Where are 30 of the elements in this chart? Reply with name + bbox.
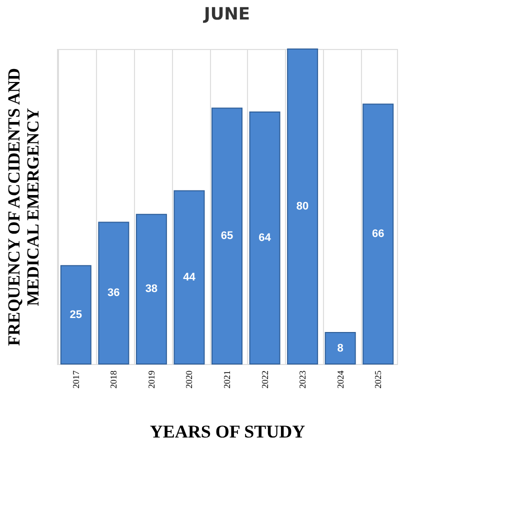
- x-tick-label: 2025: [373, 370, 384, 388]
- bar: [324, 332, 356, 364]
- bar: [98, 222, 130, 364]
- x-tick-label: 2017: [70, 370, 81, 388]
- x-tick-label: 2021: [222, 370, 232, 388]
- bar: [136, 214, 167, 364]
- x-tick-label: 2022: [260, 370, 270, 388]
- data-label: 25: [70, 308, 82, 321]
- bar: [362, 104, 394, 364]
- bar: [287, 48, 318, 364]
- x-tick-label: 2020: [184, 370, 194, 388]
- data-label: 66: [372, 228, 384, 240]
- chart-title: JUNE: [203, 4, 250, 24]
- x-tick-label: 2019: [146, 370, 156, 388]
- data-label: 8: [337, 342, 344, 354]
- data-label: 36: [108, 287, 120, 300]
- x-tick-label: 2018: [108, 370, 119, 388]
- x-axis-title: YEARS OF STUDY: [150, 422, 306, 442]
- data-label: 64: [258, 232, 272, 244]
- bar: [60, 265, 92, 364]
- data-label: 80: [296, 200, 309, 212]
- x-tick-label: 2024: [335, 370, 346, 388]
- data-label: 65: [220, 230, 234, 242]
- bar: [174, 190, 205, 364]
- data-label: 38: [145, 283, 158, 296]
- data-label: 44: [183, 271, 196, 284]
- bar: [212, 108, 242, 364]
- bar: [249, 112, 280, 364]
- y-axis-title: FREQUENCY OF ACCIDENTS AND MEDICAL EMERGENCY: [4, 68, 42, 346]
- x-tick-label: 2023: [298, 370, 308, 388]
